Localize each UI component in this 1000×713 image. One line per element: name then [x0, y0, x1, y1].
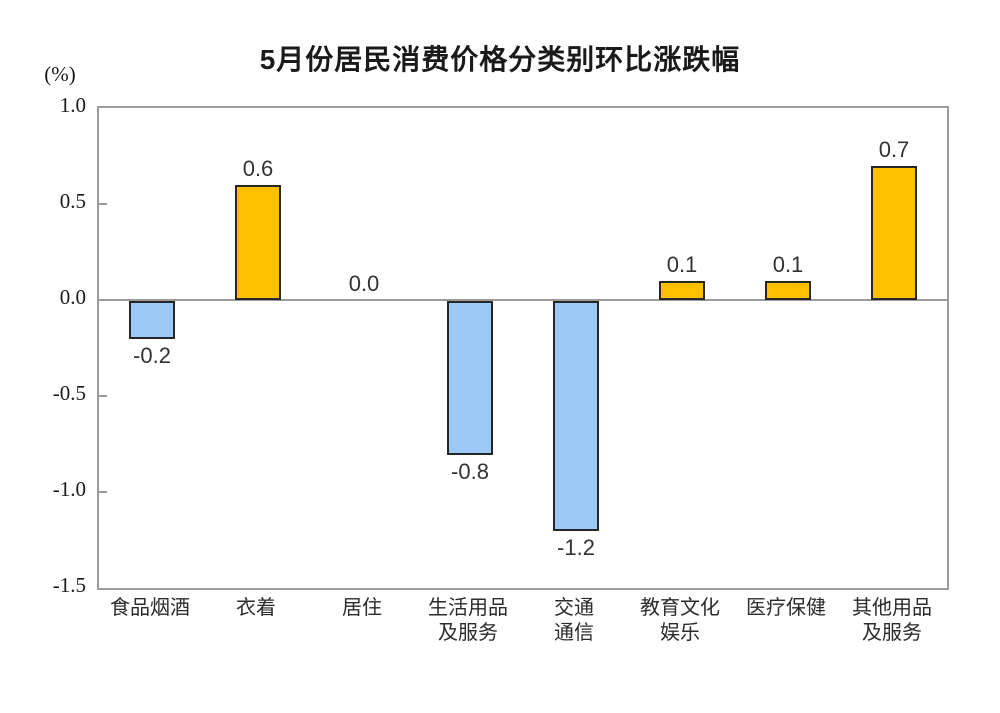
- category-label-食品烟酒: 食品烟酒: [110, 597, 190, 619]
- category-label-医疗保健: 医疗保健: [746, 597, 826, 619]
- y-axis-unit-label: (%): [44, 62, 76, 86]
- bar-医疗保健: [765, 280, 811, 300]
- bar-value-label: 0.1: [666, 251, 698, 277]
- bar-value-label: 0.7: [878, 136, 910, 162]
- bar-其他用品及服务: [871, 165, 917, 300]
- bar-value-label: -0.8: [451, 458, 489, 484]
- bar-衣着: [235, 184, 281, 300]
- category-label-居住: 居住: [342, 597, 382, 619]
- y-tick-label: -0.5: [52, 381, 86, 405]
- y-tick-label: 0.5: [59, 189, 86, 213]
- category-label-衣着: 衣着: [236, 597, 276, 619]
- category-label-生活用品及服务: 生活用品 及服务: [428, 597, 508, 644]
- bar-value-label: 0.0: [348, 271, 380, 296]
- bar-value-label: -0.2: [133, 343, 171, 369]
- bar-value-label: -1.2: [557, 535, 595, 561]
- bar-value-label: 0.1: [772, 251, 804, 277]
- bar-生活用品及服务: [447, 301, 493, 455]
- plot-area: -0.2 0.6 0.0 -0.8 -1.2 0.1 0.1 0.7: [97, 106, 949, 590]
- chart-title: 5月份居民消费价格分类别环比涨跌幅: [259, 44, 741, 75]
- y-tick-mark: [99, 491, 107, 493]
- bar-教育文化娱乐: [659, 280, 705, 300]
- y-tick-label: -1.5: [52, 573, 86, 597]
- bar-value-label: 0.6: [242, 155, 274, 181]
- bar-食品烟酒: [129, 301, 175, 340]
- y-tick-label: -1.0: [52, 477, 86, 501]
- y-tick-label: 0.0: [59, 285, 86, 309]
- y-tick-mark: [99, 395, 107, 397]
- zero-baseline: [99, 299, 947, 301]
- category-label-教育文化娱乐: 教育文化 娱乐: [640, 597, 720, 644]
- category-label-交通通信: 交通 通信: [554, 597, 594, 644]
- y-tick-label: 1.0: [59, 93, 86, 117]
- bar-交通通信: [553, 301, 599, 532]
- category-label-其他用品及服务: 其他用品 及服务: [852, 597, 932, 644]
- y-tick-mark: [99, 203, 107, 205]
